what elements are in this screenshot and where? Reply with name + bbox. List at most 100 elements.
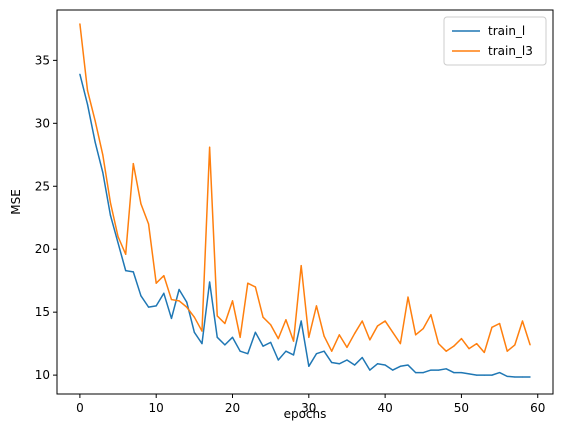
data-point <box>125 253 127 255</box>
data-point <box>254 331 256 333</box>
data-point <box>102 171 104 174</box>
y-tick-label: 20 <box>35 242 50 256</box>
data-point <box>468 348 470 350</box>
data-point <box>209 281 211 283</box>
data-point <box>415 334 417 336</box>
data-point <box>521 320 524 322</box>
data-point <box>209 146 211 148</box>
data-point <box>361 356 363 359</box>
data-point <box>483 351 485 354</box>
y-tick-label: 15 <box>35 305 50 319</box>
data-point <box>163 292 165 294</box>
data-point <box>376 363 379 365</box>
data-point <box>422 327 424 330</box>
data-point <box>140 203 142 205</box>
data-point <box>331 350 333 352</box>
data-point <box>109 202 112 204</box>
data-point <box>239 350 241 352</box>
data-point <box>254 286 256 288</box>
data-point <box>514 344 516 346</box>
legend-label: train_l <box>488 24 525 38</box>
data-point <box>445 368 447 370</box>
y-tick-label: 30 <box>35 116 50 130</box>
data-point <box>224 344 226 346</box>
x-axis-label: epochs <box>284 407 327 421</box>
data-point <box>201 343 203 345</box>
data-point <box>476 343 478 345</box>
legend: train_l train_l3 <box>443 16 547 66</box>
x-tick-label: 60 <box>530 401 545 415</box>
series-line-train-l <box>79 74 531 378</box>
data-point <box>498 372 501 374</box>
data-point <box>346 359 348 361</box>
data-point <box>346 346 348 349</box>
data-point <box>491 326 493 328</box>
x-tick-label: 30 <box>301 401 316 415</box>
data-point <box>338 334 340 336</box>
data-point <box>384 364 386 366</box>
data-point <box>216 336 218 338</box>
data-point <box>231 300 234 302</box>
data-point <box>514 376 516 378</box>
data-point <box>308 365 310 367</box>
data-point <box>369 339 371 341</box>
y-axis-label: MSE <box>9 189 23 215</box>
data-point <box>270 341 272 343</box>
series-layer <box>79 23 531 378</box>
data-point <box>94 120 96 122</box>
data-point <box>384 320 386 322</box>
data-point <box>86 103 89 106</box>
data-point <box>300 264 302 267</box>
data-point <box>285 319 287 321</box>
data-point <box>132 163 134 165</box>
data-point <box>147 306 150 308</box>
y-tick-label: 35 <box>35 53 50 67</box>
data-point <box>285 350 287 352</box>
x-tick-label: 50 <box>454 401 469 415</box>
data-point <box>392 331 394 333</box>
data-point <box>407 364 409 366</box>
data-point <box>277 338 279 340</box>
data-point <box>117 242 119 244</box>
data-point <box>491 374 493 376</box>
data-point <box>529 376 531 378</box>
data-point <box>422 372 424 374</box>
data-point <box>445 350 447 352</box>
data-point <box>193 316 195 318</box>
y-tick-label: 10 <box>35 368 50 382</box>
data-point <box>155 282 157 284</box>
data-point <box>453 345 455 347</box>
y-tick-label: 25 <box>35 179 50 193</box>
data-point <box>369 369 371 371</box>
data-point <box>140 295 142 297</box>
data-point <box>262 316 264 318</box>
x-tick-label: 10 <box>149 401 164 415</box>
data-point <box>186 301 188 303</box>
x-tick-label: 40 <box>377 401 392 415</box>
data-point <box>247 353 249 355</box>
data-point <box>79 73 81 75</box>
data-point <box>292 340 295 342</box>
data-point <box>323 350 325 352</box>
data-point <box>292 354 295 356</box>
data-point <box>453 372 455 374</box>
data-point <box>163 275 165 277</box>
data-point <box>376 325 379 327</box>
data-point <box>231 336 234 338</box>
data-point <box>79 23 81 25</box>
data-point <box>155 305 157 307</box>
data-point <box>102 154 104 156</box>
data-point <box>277 359 279 361</box>
data-point <box>109 214 112 216</box>
data-point <box>170 298 173 301</box>
data-point <box>94 141 96 143</box>
data-point <box>170 317 173 320</box>
x-tick-label: 20 <box>225 401 240 415</box>
data-point <box>338 363 340 365</box>
y-axis: 10 15 20 25 30 35 <box>35 53 57 382</box>
data-point <box>308 336 310 338</box>
data-point <box>437 369 440 371</box>
data-point <box>132 271 134 273</box>
data-point <box>430 314 432 316</box>
data-point <box>430 369 432 371</box>
